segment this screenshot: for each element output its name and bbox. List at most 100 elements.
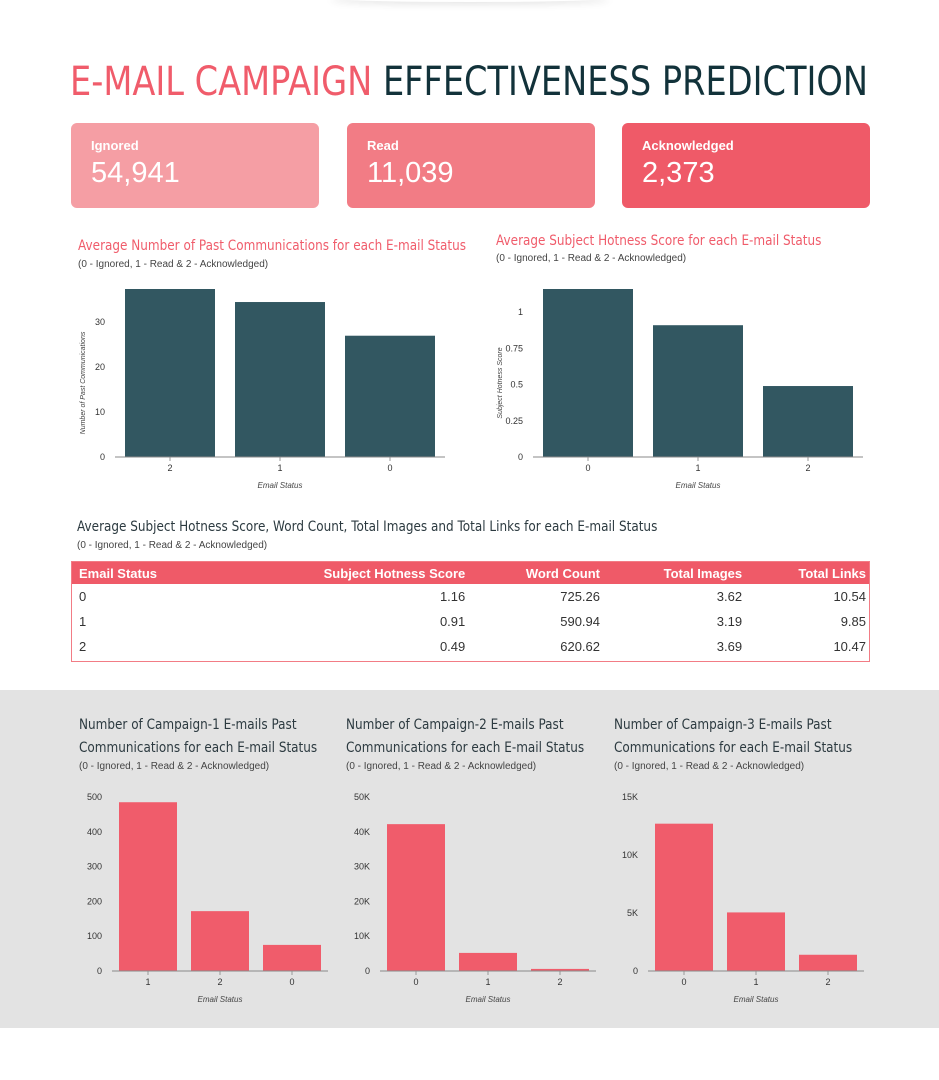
col-header-total-links[interactable]: Total Links xyxy=(745,562,869,584)
y-tick-label: 0.25 xyxy=(505,416,523,426)
kpi-card-read: Read 11,039 xyxy=(347,123,595,208)
y-tick-label: 10K xyxy=(354,931,370,941)
x-tick-label: 1 xyxy=(277,463,282,473)
y-tick-label: 300 xyxy=(87,862,102,872)
x-tick-label: 0 xyxy=(413,977,418,987)
y-tick-label: 15K xyxy=(622,792,638,802)
y-tick-label: 1 xyxy=(518,307,523,317)
y-tick-label: 5K xyxy=(627,908,638,918)
x-tick-label: 0 xyxy=(681,977,686,987)
y-tick-label: 100 xyxy=(87,931,102,941)
chart-hotness-score: 0 0.25 0.5 0.75 1 0 1 2 Email Status Subject Hotn… xyxy=(497,289,863,490)
x-axis-label: Email Status xyxy=(258,481,303,490)
y-axis-label: Number of Past Communications xyxy=(80,331,87,434)
bar-0[interactable] xyxy=(345,335,435,457)
table-cell: 590.94 xyxy=(560,614,600,629)
y-tick-label: 0 xyxy=(365,966,370,976)
y-tick-label: 40K xyxy=(354,827,370,837)
kpi-card-ignored: Ignored 54,941 xyxy=(71,123,319,208)
y-axis-label: Subject Hotness Score xyxy=(497,347,504,418)
table-cell: 10.54 xyxy=(833,589,866,604)
chart-title-campaign-1-line2: Communications for each E-mail Status xyxy=(79,740,318,756)
chart-title-past-communications: Average Number of Past Communications fo… xyxy=(78,238,467,254)
x-tick-label: 1 xyxy=(145,977,150,987)
table-cell: 1 xyxy=(79,614,87,629)
kpi-value: 2,373 xyxy=(642,157,715,189)
table-cell: 2 xyxy=(79,639,87,654)
bar-0[interactable] xyxy=(655,823,713,971)
y-tick-label: 500 xyxy=(87,792,102,802)
y-tick-label: 50K xyxy=(354,792,370,802)
bar-1[interactable] xyxy=(235,302,325,457)
bar-0[interactable] xyxy=(263,944,321,971)
x-axis-label: Email Status xyxy=(676,481,721,490)
table-cell: 0.49 xyxy=(439,639,466,654)
x-tick-label: 2 xyxy=(825,977,830,987)
bar-1[interactable] xyxy=(119,802,177,971)
x-tick-label: 0 xyxy=(289,977,294,987)
x-axis-label: Email Status xyxy=(734,995,779,1004)
y-tick-label: 0 xyxy=(97,966,102,976)
x-tick-label: 2 xyxy=(217,977,222,987)
x-tick-label: 2 xyxy=(557,977,562,987)
page-title-part2: EFFECTIVENESS PREDICTION xyxy=(382,59,868,105)
chart-subtitle: (0 - Ignored, 1 - Read & 2 - Acknowledge… xyxy=(614,761,805,772)
x-tick-label: 1 xyxy=(753,977,758,987)
y-tick-label: 30 xyxy=(95,317,105,327)
bar-0[interactable] xyxy=(543,289,633,457)
table-cell: 620.62 xyxy=(560,639,600,654)
chart-title-campaign-1-line1: Number of Campaign-1 E-mails Past xyxy=(79,717,297,733)
y-tick-label: 10K xyxy=(622,850,638,860)
y-tick-label: 0 xyxy=(100,452,105,462)
col-header-hotness[interactable]: Subject Hotness Score xyxy=(220,562,469,584)
bar-0[interactable] xyxy=(387,824,445,971)
chart-title-campaign-2-line1: Number of Campaign-2 E-mails Past xyxy=(346,717,564,733)
chart-subtitle: (0 - Ignored, 1 - Read & 2 - Acknowledge… xyxy=(496,253,687,264)
top-shadow xyxy=(330,0,610,2)
table-row: 2 0.49 620.62 3.69 10.47 xyxy=(72,634,869,659)
col-header-email-status[interactable]: Email Status xyxy=(72,562,221,584)
y-tick-label: 0.5 xyxy=(510,380,523,390)
table-subtitle: (0 - Ignored, 1 - Read & 2 - Acknowledge… xyxy=(77,540,268,551)
col-header-total-images[interactable]: Total Images xyxy=(603,562,746,584)
bar-2[interactable] xyxy=(799,954,857,971)
bar-2[interactable] xyxy=(191,911,249,971)
chart-title-campaign-3-line1: Number of Campaign-3 E-mails Past xyxy=(614,717,832,733)
y-tick-label: 20 xyxy=(95,362,105,372)
chart-title-campaign-3-line2: Communications for each E-mail Status xyxy=(614,740,853,756)
x-axis-label: Email Status xyxy=(198,995,243,1004)
table-cell: 3.62 xyxy=(716,589,743,604)
x-tick-label: 1 xyxy=(695,463,700,473)
kpi-label: Read xyxy=(367,138,399,153)
table-title: Average Subject Hotness Score, Word Coun… xyxy=(77,519,658,535)
table-row: 0 1.16 725.26 3.62 10.54 xyxy=(72,584,869,609)
table-cell: 1.16 xyxy=(439,589,466,604)
y-tick-label: 20K xyxy=(354,896,370,906)
bar-2[interactable] xyxy=(531,968,589,971)
status-table: Email Status Subject Hotness Score Word … xyxy=(71,561,870,662)
y-tick-label: 200 xyxy=(87,896,102,906)
status-table-grid: Email Status Subject Hotness Score Word … xyxy=(72,562,869,659)
kpi-value: 54,941 xyxy=(91,157,180,189)
x-tick-label: 0 xyxy=(585,463,590,473)
kpi-value: 11,039 xyxy=(367,157,454,189)
kpi-card-acknowledged: Acknowledged 2,373 xyxy=(622,123,870,208)
chart-title-campaign-2-line2: Communications for each E-mail Status xyxy=(346,740,585,756)
x-tick-label: 2 xyxy=(167,463,172,473)
bar-1[interactable] xyxy=(653,325,743,457)
table-cell: 9.85 xyxy=(840,614,866,629)
chart-campaign-1: 0 100 200 300 400 500 1 2 0 Email Status xyxy=(87,792,328,1004)
page-title-part1: E-MAIL CAMPAIGN xyxy=(70,59,373,105)
y-tick-label: 0.75 xyxy=(505,343,523,353)
col-header-word-count[interactable]: Word Count xyxy=(468,562,603,584)
table-cell: 3.69 xyxy=(716,639,743,654)
bar-2[interactable] xyxy=(763,386,853,457)
x-axis-label: Email Status xyxy=(466,995,511,1004)
bar-2[interactable] xyxy=(125,289,215,457)
table-cell: 725.26 xyxy=(560,589,600,604)
chart-campaign-2: 0 10K 20K 30K 40K 50K 0 1 2 Email Status xyxy=(354,792,596,1004)
table-cell: 3.19 xyxy=(716,614,743,629)
bar-1[interactable] xyxy=(727,912,785,971)
bar-1[interactable] xyxy=(459,952,517,971)
